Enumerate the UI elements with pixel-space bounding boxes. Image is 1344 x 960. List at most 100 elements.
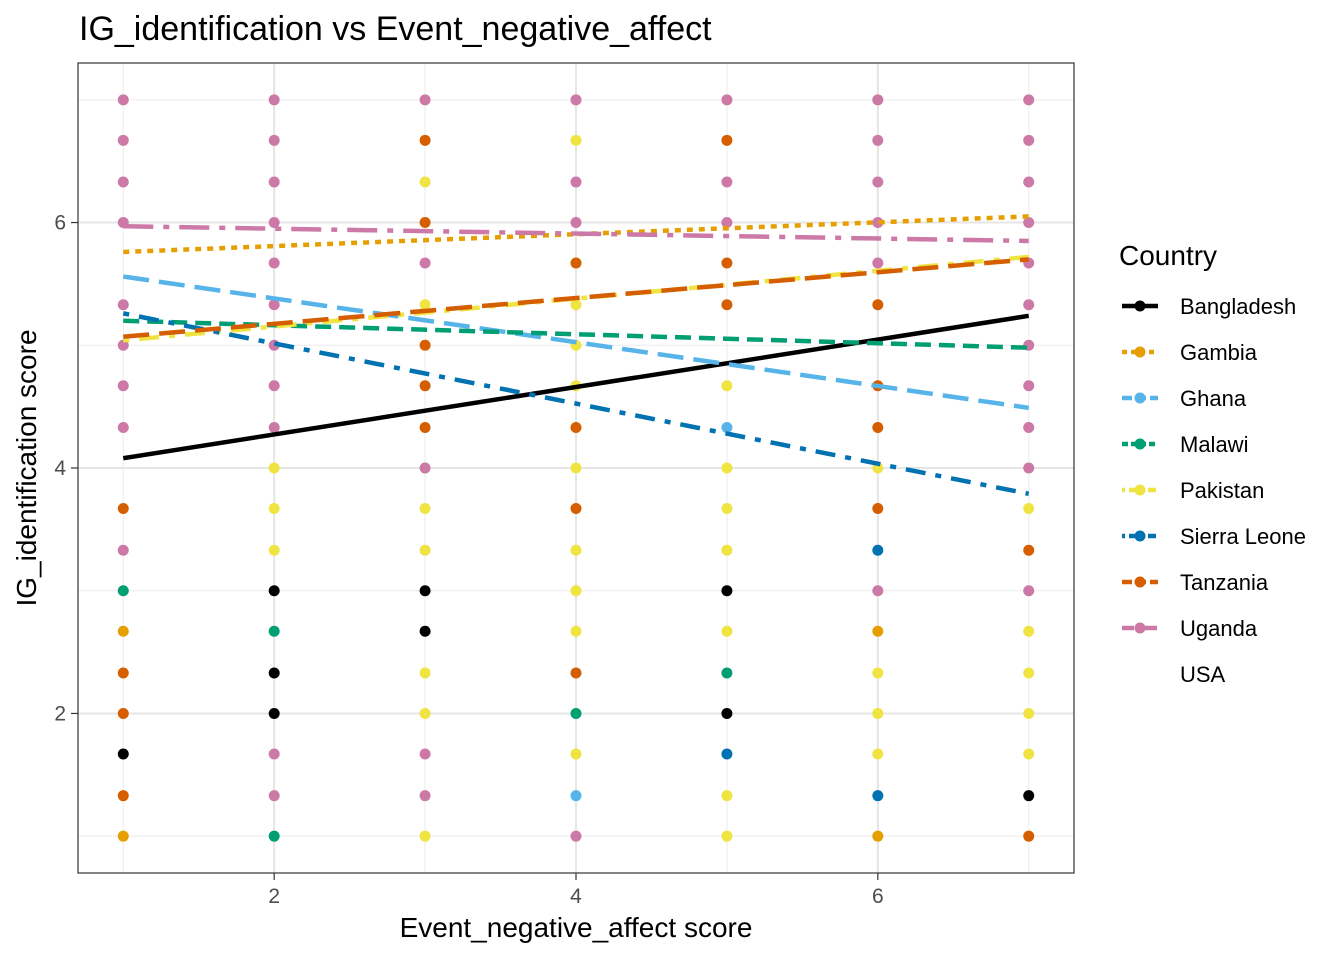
- data-point: [1023, 94, 1035, 106]
- data-point: [872, 830, 884, 842]
- legend-title: Country: [1119, 240, 1217, 271]
- data-point: [721, 380, 733, 392]
- data-point: [872, 544, 884, 556]
- data-point: [1023, 544, 1035, 556]
- data-point: [570, 625, 582, 637]
- legend-label: Gambia: [1180, 340, 1258, 365]
- data-point: [268, 217, 280, 229]
- data-point: [419, 339, 431, 351]
- data-point: [721, 176, 733, 188]
- data-point: [268, 748, 280, 760]
- data-point: [268, 380, 280, 392]
- data-point: [872, 503, 884, 514]
- data-point: [419, 503, 431, 514]
- data-point: [570, 585, 582, 597]
- legend-key-point: [1134, 392, 1146, 404]
- data-point: [570, 503, 582, 514]
- data-point: [570, 707, 582, 719]
- data-point: [419, 667, 431, 679]
- data-point: [570, 748, 582, 760]
- data-point: [117, 176, 129, 188]
- legend: Country Bangladesh Gambia Ghana Malawi Pakis…: [1119, 240, 1306, 687]
- data-point: [268, 707, 280, 719]
- data-point: [1023, 299, 1035, 311]
- data-point: [117, 790, 129, 802]
- data-point: [117, 585, 129, 597]
- legend-item: Ghana: [1122, 386, 1247, 411]
- data-point: [721, 422, 733, 433]
- data-point: [721, 667, 733, 679]
- legend-item: USA: [1180, 662, 1226, 687]
- legend-label: Ghana: [1180, 386, 1247, 411]
- data-point: [570, 422, 582, 433]
- legend-item: Sierra Leone: [1122, 524, 1306, 549]
- data-point: [1023, 585, 1035, 597]
- y-tick-label: 6: [54, 212, 66, 235]
- data-point: [872, 667, 884, 679]
- data-point: [570, 299, 582, 311]
- y-axis-title: IG_identification score: [11, 329, 42, 606]
- data-point: [721, 134, 733, 146]
- data-point: [1023, 830, 1035, 842]
- data-point: [721, 462, 733, 474]
- data-point: [570, 830, 582, 842]
- fit-lines: [122, 214, 1030, 496]
- data-point: [117, 503, 129, 514]
- data-point: [1023, 707, 1035, 719]
- data-point: [117, 544, 129, 556]
- data-point: [419, 707, 431, 719]
- data-point: [1023, 667, 1035, 679]
- data-point: [721, 544, 733, 556]
- data-point: [419, 422, 431, 433]
- data-point: [872, 217, 884, 229]
- legend-label: Bangladesh: [1180, 294, 1296, 319]
- data-point: [419, 134, 431, 146]
- legend-key-point: [1134, 484, 1146, 496]
- data-point: [1023, 462, 1035, 474]
- legend-item: Tanzania: [1122, 570, 1269, 595]
- fit-line: [122, 313, 1030, 461]
- data-point: [721, 257, 733, 269]
- data-point: [419, 94, 431, 106]
- data-point: [268, 94, 280, 106]
- data-point: [419, 625, 431, 637]
- data-point: [419, 380, 431, 392]
- data-point: [872, 299, 884, 311]
- data-point: [117, 625, 129, 637]
- x-axis-title: Event_negative_affect score: [400, 912, 753, 943]
- data-point: [419, 830, 431, 842]
- data-point: [1023, 176, 1035, 188]
- fit-line: [123, 257, 1029, 339]
- data-point: [419, 299, 431, 311]
- data-point: [268, 667, 280, 679]
- data-point: [117, 422, 129, 433]
- legend-key-point: [1134, 576, 1146, 588]
- x-tick-label: 6: [872, 885, 884, 908]
- data-point: [268, 462, 280, 474]
- legend-item: Bangladesh: [1122, 294, 1296, 319]
- legend-key-point: [1134, 346, 1146, 358]
- data-point: [419, 176, 431, 188]
- data-point: [268, 585, 280, 597]
- data-point: [117, 380, 129, 392]
- data-point: [419, 217, 431, 229]
- data-point: [419, 462, 431, 474]
- data-point: [419, 257, 431, 269]
- data-point: [721, 217, 733, 229]
- legend-key-point: [1134, 438, 1146, 450]
- data-point: [721, 503, 733, 514]
- data-point: [268, 503, 280, 514]
- legend-item: Pakistan: [1122, 478, 1264, 503]
- legend-item: Gambia: [1122, 340, 1258, 365]
- data-point: [721, 585, 733, 597]
- data-point: [721, 830, 733, 842]
- axis-ticks: 2 4 6 2 4 6: [54, 212, 883, 908]
- data-point: [117, 667, 129, 679]
- data-point: [872, 422, 884, 433]
- data-point: [872, 790, 884, 802]
- data-point: [872, 257, 884, 269]
- data-point: [117, 339, 129, 351]
- data-point: [872, 625, 884, 637]
- legend-label: Sierra Leone: [1180, 524, 1306, 549]
